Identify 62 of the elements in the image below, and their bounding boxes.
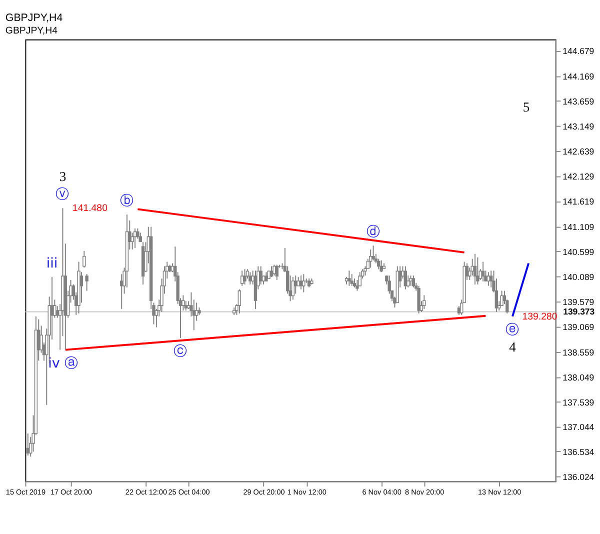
candlestick — [409, 275, 412, 286]
y-tick-label: 138.049 — [562, 372, 594, 382]
y-tick-label: 138.559 — [562, 347, 594, 358]
candlestick — [348, 270, 351, 286]
annotation: 4 — [509, 339, 516, 354]
candlestick — [500, 290, 504, 307]
candlestick — [412, 275, 416, 288]
annotation: 141.480 — [72, 203, 108, 214]
candlestick — [481, 261, 485, 282]
y-tick-label: 139.069 — [562, 322, 594, 332]
y-tick-label: 142.639 — [562, 146, 594, 157]
y-tick-label: 144.679 — [562, 46, 594, 56]
candlestick — [372, 245, 375, 261]
annotation: 5 — [522, 99, 530, 114]
candlestick — [243, 268, 246, 285]
candlestick — [85, 274, 88, 292]
candlestick — [238, 288, 242, 314]
candlestick — [259, 266, 262, 285]
annotation: ⓔ — [506, 322, 520, 338]
candlestick — [377, 258, 380, 270]
candlestick — [404, 266, 408, 290]
candlestick — [302, 274, 306, 293]
annotation: iii — [46, 255, 58, 272]
y-tick-label: 143.149 — [562, 121, 594, 132]
y-tick-label: 140.599 — [562, 246, 594, 257]
annotation: 139.280 — [522, 311, 558, 322]
candlestick — [350, 274, 354, 286]
chart-subtitle: GBPJPY,H4 — [5, 26, 58, 37]
candlestick — [264, 272, 268, 282]
candlestick — [380, 260, 383, 273]
y-tick-label: 141.109 — [562, 222, 594, 232]
candlestick — [473, 253, 477, 285]
annotation: ⓑ — [120, 192, 134, 209]
annotation: ⓐ — [64, 355, 78, 372]
y-tick-label: 136.534 — [562, 446, 594, 457]
annotation: iv — [48, 355, 60, 372]
annotation: 3 — [59, 168, 66, 184]
annotation: ⓒ — [174, 344, 188, 360]
y-tick-label: 139.579 — [562, 297, 594, 308]
candlestick — [80, 272, 84, 304]
y-tick-label: 142.129 — [562, 172, 594, 182]
y-tick-label: 137.539 — [562, 397, 594, 408]
chart-title: GBPJPY,H4 — [5, 12, 63, 24]
ref-line-label: 139.373 — [563, 306, 595, 317]
y-tick-label: 141.619 — [562, 196, 594, 207]
candlestick — [270, 266, 274, 278]
candlestick — [476, 256, 480, 285]
candlestick — [272, 264, 276, 276]
candlestick — [275, 264, 278, 280]
candlestick — [422, 294, 426, 310]
candlestick — [130, 232, 134, 250]
annotation: ⓥ — [56, 186, 70, 202]
candlestick — [82, 250, 86, 268]
candlestick — [356, 280, 359, 292]
y-tick-label: 140.089 — [562, 272, 594, 282]
y-tick-label: 137.044 — [562, 422, 594, 432]
y-tick-label: 136.024 — [562, 472, 594, 482]
annotation: ⓓ — [366, 224, 380, 240]
y-tick-label: 144.169 — [562, 71, 594, 82]
candlestick — [417, 285, 420, 314]
y-tick-label: 143.659 — [562, 96, 594, 106]
candlestick — [388, 275, 391, 294]
